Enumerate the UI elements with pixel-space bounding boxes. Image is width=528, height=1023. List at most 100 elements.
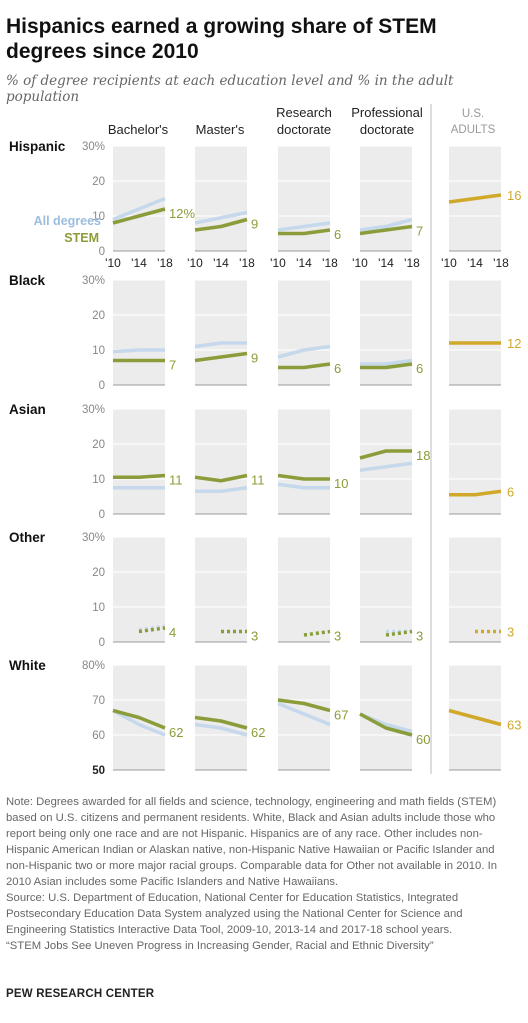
adults-value-label: 63 [507, 718, 521, 733]
adults-value-label: 3 [507, 625, 514, 640]
all-degrees-line [277, 344, 331, 359]
panel-background [195, 409, 247, 514]
x-tick-label: '10 [270, 256, 286, 270]
small-multiples-chart: Bachelor's Master's Research doctorate Profe… [9, 104, 521, 776]
stem-line [113, 473, 166, 479]
stem-line [194, 715, 248, 730]
x-tick-label: '14 [378, 256, 394, 270]
stem-value-label: 60 [416, 732, 430, 747]
all-degrees-line [112, 348, 165, 354]
y-tick-label: 60 [92, 730, 105, 742]
adults-header: ADULTS [451, 124, 496, 136]
panel-background [113, 537, 165, 642]
stem-line [359, 449, 412, 460]
y-tick-label: 0 [99, 380, 105, 392]
stem-value-label: 10 [334, 476, 348, 491]
stem-value-label: 11 [169, 473, 183, 488]
all-degrees-line [195, 486, 248, 493]
panel-background [278, 665, 330, 770]
x-tick-label: '18 [322, 256, 338, 270]
panel-background [449, 537, 501, 642]
row-label-black: Black [9, 273, 46, 288]
stem-line [359, 224, 413, 236]
adults-value-label: 6 [507, 484, 514, 499]
all-degrees-line [277, 701, 331, 727]
panel-background [278, 537, 330, 642]
y-tick-label: 10 [92, 211, 105, 223]
panel-background [195, 146, 247, 251]
column-header-2: Research [276, 105, 332, 120]
stem-line [112, 207, 166, 225]
y-tick-label: 70 [92, 695, 105, 707]
note-text: Note: Degrees awarded for all fields and… [6, 796, 498, 888]
y-tick-label: 10 [92, 602, 105, 614]
panel-background [278, 409, 330, 514]
all-degrees-line [360, 358, 413, 366]
all-degrees-line [194, 210, 248, 225]
x-tick-label: '10 [105, 256, 121, 270]
stem-value-label: 62 [251, 725, 265, 740]
all-degrees-line [194, 722, 248, 737]
panel-background [449, 409, 501, 514]
x-tick-label: '18 [404, 256, 420, 270]
source-text: Source: U.S. Department of Education, Na… [6, 892, 463, 936]
all-degrees-line [359, 461, 413, 472]
stem-value-label: 12% [169, 206, 195, 221]
row-label-hispanic: Hispanic [9, 139, 66, 154]
adults-line [448, 193, 502, 204]
legend-stem: STEM [64, 231, 99, 245]
y-tick-label: 30% [82, 404, 105, 416]
row-label-other: Other [9, 530, 46, 545]
x-tick-label: '10 [352, 256, 368, 270]
stem-line [194, 351, 248, 363]
panel-background [360, 146, 412, 251]
column-header-2: doctorate [277, 122, 331, 137]
stem-line [359, 712, 413, 737]
column-header-3: Professional [351, 105, 423, 120]
panel-background [195, 537, 247, 642]
stem-line [278, 362, 331, 370]
stem-value-label: 9 [251, 351, 258, 366]
chart-subtitle: % of degree recipients at each education… [6, 73, 454, 105]
y-tick-label: 0 [99, 246, 105, 258]
pew-logo-text: PEW RESEARCH CENTER [6, 988, 155, 1000]
stem-line [360, 362, 413, 370]
panel-background [449, 280, 501, 385]
all-degrees-line [194, 341, 247, 349]
column-header-0: Bachelor's [108, 122, 169, 137]
x-tick-label: '14 [213, 256, 229, 270]
stem-line [138, 626, 166, 634]
x-tick-label: '14 [296, 256, 312, 270]
stem-line [194, 473, 248, 483]
x-tick-label: '10 [187, 256, 203, 270]
stem-value-label: 6 [416, 361, 423, 376]
stem-value-label: 18 [416, 448, 430, 463]
row-label-asian: Asian [9, 402, 46, 417]
panel-background [360, 537, 412, 642]
y-tick-label: 20 [92, 310, 105, 322]
y-tick-label: 0 [99, 637, 105, 649]
adults-header: U.S. [462, 108, 484, 120]
stem-value-label: 6 [334, 227, 341, 242]
y-tick-label: 20 [92, 567, 105, 579]
all-degrees-line [277, 482, 330, 490]
y-tick-label: 10 [92, 474, 105, 486]
adults-value-label: 12 [507, 336, 521, 351]
stem-value-label: 7 [416, 224, 423, 239]
x-tick-label: '18 [157, 256, 173, 270]
row-label-white: White [9, 658, 46, 673]
x-tick-label: '18 [493, 256, 509, 270]
x-tick-label: '14 [467, 256, 483, 270]
all-degrees-line [112, 708, 166, 737]
stem-value-label: 9 [251, 217, 258, 232]
stem-line [194, 217, 248, 232]
adults-value-label: 16 [507, 188, 521, 203]
stem-line [112, 708, 166, 730]
y-tick-label: 20 [92, 439, 105, 451]
y-tick-label: 20 [92, 176, 105, 188]
stem-line [385, 629, 413, 637]
panel-background [113, 146, 165, 251]
y-tick-label: 50 [92, 765, 105, 776]
y-tick-label: 30% [82, 141, 105, 153]
all-degrees-line [277, 221, 331, 232]
